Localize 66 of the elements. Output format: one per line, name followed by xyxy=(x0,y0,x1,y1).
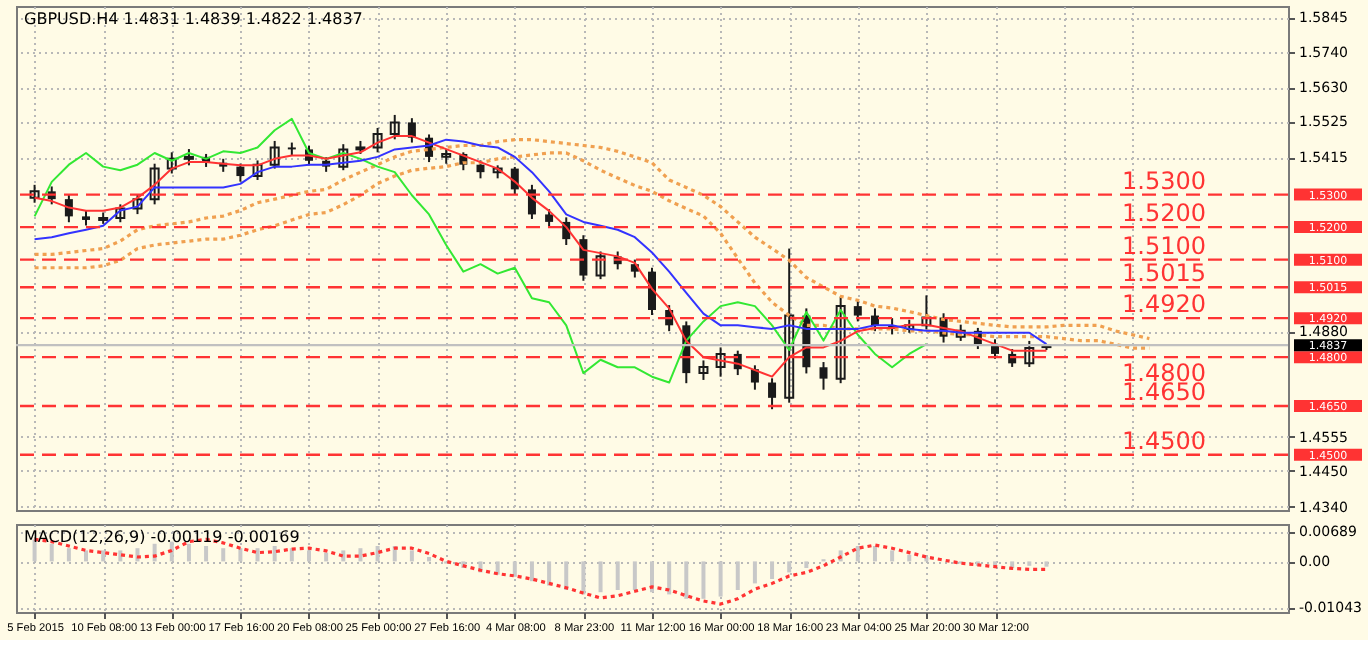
bar xyxy=(804,561,809,568)
bar xyxy=(787,561,792,573)
line-series xyxy=(33,117,928,384)
bar xyxy=(529,561,534,582)
candlestick xyxy=(835,296,846,385)
bar xyxy=(701,561,706,599)
bar xyxy=(409,550,414,562)
candlestick xyxy=(784,247,795,404)
candlestick xyxy=(750,364,759,391)
bar xyxy=(615,561,620,590)
bar xyxy=(1044,561,1049,567)
chart-title: GBPUSD.H4 1.4831 1.4839 1.4822 1.4837 xyxy=(24,10,363,28)
bar xyxy=(752,561,757,584)
candlestick xyxy=(1024,339,1035,368)
candlestick xyxy=(166,151,177,175)
bar xyxy=(306,550,311,562)
ref-line-label: 1.5300 xyxy=(1122,166,1206,195)
bar xyxy=(770,561,775,579)
candlestick xyxy=(921,294,932,331)
bar xyxy=(49,543,54,562)
bar xyxy=(118,550,123,562)
bar xyxy=(632,561,637,590)
bar xyxy=(735,561,740,590)
bar xyxy=(547,561,552,586)
bar xyxy=(684,561,689,599)
bar xyxy=(598,561,603,593)
candlestick xyxy=(252,159,263,181)
bar xyxy=(650,561,654,593)
bar xyxy=(907,554,912,562)
candlestick xyxy=(407,117,416,144)
bar xyxy=(718,561,723,597)
candlestick xyxy=(853,299,862,323)
bar xyxy=(221,548,226,562)
ref-line-label: 1.4920 xyxy=(1122,290,1206,319)
candlestick xyxy=(715,346,726,378)
bar xyxy=(84,550,89,562)
bar xyxy=(238,548,243,562)
candlestick xyxy=(132,193,143,216)
candlestick xyxy=(149,162,160,206)
bar xyxy=(272,546,277,562)
candlestick xyxy=(389,113,400,141)
candlestick xyxy=(819,361,828,391)
candlestick xyxy=(648,266,656,316)
bar xyxy=(872,546,877,562)
candlestick xyxy=(372,126,383,154)
candlestick xyxy=(269,139,280,170)
bar xyxy=(66,548,71,562)
bar xyxy=(204,546,209,562)
ref-line-label: 1.4500 xyxy=(1122,426,1206,455)
candlestick xyxy=(595,250,606,281)
candlestick xyxy=(698,359,709,381)
chart-title: MACD(12,26,9) -0.00119 -0.00169 xyxy=(24,528,300,546)
bar xyxy=(101,550,106,562)
candlestick xyxy=(768,377,777,411)
bar xyxy=(581,561,586,595)
bar xyxy=(324,552,329,562)
bar xyxy=(667,561,672,595)
ref-line-label: 1.5100 xyxy=(1122,231,1206,260)
bar xyxy=(186,543,191,562)
bar xyxy=(358,548,363,562)
bar xyxy=(890,550,895,562)
ref-line-label: 1.5200 xyxy=(1122,199,1206,228)
bar xyxy=(512,561,517,577)
bar xyxy=(855,546,860,562)
candlestick xyxy=(338,143,349,172)
ref-line-label: 1.5015 xyxy=(1122,259,1206,288)
